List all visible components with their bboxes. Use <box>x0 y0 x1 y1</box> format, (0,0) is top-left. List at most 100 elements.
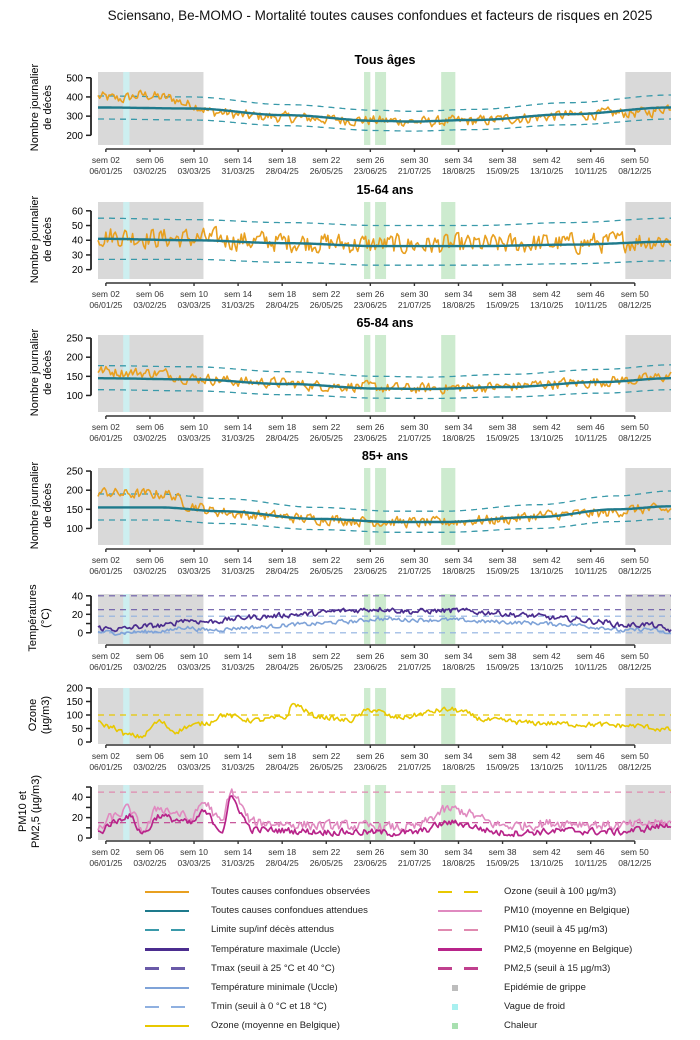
x-tick-week-label: sem 02 <box>92 651 120 661</box>
x-tick-date-label: 21/07/25 <box>398 300 431 310</box>
x-tick-date-label: 31/03/25 <box>222 566 255 576</box>
heat-wave-band <box>375 335 387 412</box>
y-tick-label: 150 <box>66 372 83 383</box>
x-tick-date-label: 03/03/25 <box>177 762 210 772</box>
x-tick-date-label: 06/01/25 <box>89 858 122 868</box>
x-tick-week-label: sem 06 <box>136 751 164 761</box>
x-tick-date-label: 10/11/25 <box>574 300 607 310</box>
x-tick-date-label: 03/02/25 <box>133 166 166 176</box>
x-tick-week-label: sem 22 <box>312 289 340 299</box>
x-tick-date-label: 13/10/25 <box>530 433 563 443</box>
y-tick-label: 100 <box>66 711 83 722</box>
x-tick-week-label: sem 02 <box>92 155 120 165</box>
x-tick-date-label: 23/06/25 <box>354 858 387 868</box>
x-tick-week-label: sem 18 <box>268 155 296 165</box>
panel-15-64-ans: 15-64 ans Nombre journalierde décès 20 30 40… <box>29 183 672 310</box>
x-tick-date-label: 08/12/25 <box>618 858 651 868</box>
x-tick-week-label: sem 02 <box>92 422 120 432</box>
x-tick-date-label: 13/10/25 <box>530 300 563 310</box>
x-tick-week-label: sem 46 <box>577 289 605 299</box>
x-tick-date-label: 26/05/25 <box>310 566 343 576</box>
x-tick-date-label: 03/02/25 <box>133 662 166 672</box>
panel-title: Tous âges <box>355 53 416 67</box>
series-upper <box>98 94 671 112</box>
x-tick-date-label: 13/10/25 <box>530 858 563 868</box>
x-tick-week-label: sem 10 <box>180 847 208 857</box>
panel-title: 15-64 ans <box>357 183 414 197</box>
y-tick-label: 200 <box>66 131 83 142</box>
x-tick-date-label: 15/09/25 <box>486 166 519 176</box>
y-tick-label: 40 <box>72 236 84 247</box>
x-tick-week-label: sem 30 <box>400 847 428 857</box>
y-tick-label: 50 <box>72 724 84 735</box>
x-tick-week-label: sem 06 <box>136 289 164 299</box>
legend-item-ozone_threshold: Ozone (seuil à 100 µg/m3) <box>438 882 632 901</box>
x-tick-week-label: sem 18 <box>268 422 296 432</box>
x-tick-date-label: 28/04/25 <box>266 662 299 672</box>
series-lower <box>98 389 671 400</box>
x-tick-week-label: sem 38 <box>489 289 517 299</box>
y-axis-label: Ozone(µg/m3) <box>27 696 52 734</box>
x-tick-date-label: 03/02/25 <box>133 762 166 772</box>
legend-swatch-heat <box>438 1021 482 1031</box>
x-tick-date-label: 03/03/25 <box>177 566 210 576</box>
heat-wave-band <box>441 468 456 545</box>
y-tick-label: 200 <box>66 486 83 497</box>
flu-epidemic-band <box>625 688 671 744</box>
legend-item-observed: Toutes causes confondues observées <box>145 882 370 901</box>
x-tick-week-label: sem 50 <box>621 555 649 565</box>
x-tick-week-label: sem 26 <box>356 847 384 857</box>
x-tick-week-label: sem 34 <box>445 422 473 432</box>
heat-wave-band <box>364 785 371 840</box>
x-tick-date-label: 06/01/25 <box>89 166 122 176</box>
legend-swatch-pm25_threshold <box>438 963 482 973</box>
x-tick-date-label: 21/07/25 <box>398 858 431 868</box>
panel-65-84-ans: 65-84 ans Nombre journalierde décès 100 150… <box>29 316 672 443</box>
series-lower <box>98 258 671 266</box>
legend-label: PM10 (seuil à 45 µg/m3) <box>504 924 608 936</box>
x-tick-week-label: sem 46 <box>577 555 605 565</box>
x-tick-week-label: sem 22 <box>312 555 340 565</box>
x-tick-week-label: sem 06 <box>136 155 164 165</box>
cold-wave-band <box>123 594 130 644</box>
x-tick-date-label: 31/03/25 <box>222 762 255 772</box>
x-tick-week-label: sem 38 <box>489 847 517 857</box>
legend-label: Ozone (moyenne en Belgique) <box>211 1020 340 1032</box>
heat-wave-band <box>441 72 456 145</box>
x-tick-date-label: 08/12/25 <box>618 662 651 672</box>
legend-item-cold: Vague de froid <box>438 997 632 1016</box>
x-tick-date-label: 28/04/25 <box>266 166 299 176</box>
legend-item-expected: Toutes causes confondues attendues <box>145 901 370 920</box>
x-tick-date-label: 03/03/25 <box>177 858 210 868</box>
x-tick-week-label: sem 18 <box>268 289 296 299</box>
cold-wave-band <box>123 785 130 840</box>
flu-epidemic-band <box>98 785 204 840</box>
x-tick-week-label: sem 10 <box>180 751 208 761</box>
y-tick-label: 200 <box>66 684 83 695</box>
x-tick-week-label: sem 18 <box>268 651 296 661</box>
legend-item-heat: Chaleur <box>438 1016 632 1035</box>
x-tick-week-label: sem 02 <box>92 847 120 857</box>
legend-item-flu: Epidémie de grippe <box>438 978 632 997</box>
legend-label: Ozone (seuil à 100 µg/m3) <box>504 886 617 898</box>
flu-epidemic-band <box>98 688 204 744</box>
y-tick-label: 40 <box>72 793 84 804</box>
heat-wave-band <box>375 468 387 545</box>
y-axis-label: Nombre journalierde décès <box>29 63 54 151</box>
x-tick-week-label: sem 14 <box>224 155 252 165</box>
x-tick-week-label: sem 14 <box>224 751 252 761</box>
y-tick-label: 60 <box>72 206 84 217</box>
legend-item-pm10_threshold: PM10 (seuil à 45 µg/m3) <box>438 920 632 939</box>
series-expected <box>98 505 671 524</box>
legend-swatch-cold <box>438 1002 482 1012</box>
legend-label: Toutes causes confondues observées <box>211 886 370 898</box>
x-tick-date-label: 28/04/25 <box>266 300 299 310</box>
y-tick-label: 400 <box>66 92 83 103</box>
series-lower <box>98 118 671 132</box>
x-tick-week-label: sem 30 <box>400 651 428 661</box>
x-tick-date-label: 08/12/25 <box>618 566 651 576</box>
y-tick-label: 100 <box>66 524 83 535</box>
legend-label: Vague de froid <box>504 1001 566 1013</box>
x-tick-week-label: sem 42 <box>533 847 561 857</box>
